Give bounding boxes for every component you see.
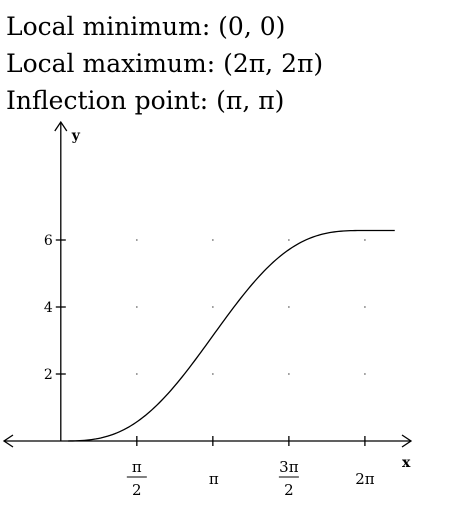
y-tick-label: 2 <box>44 367 53 383</box>
x-axis-right-arrow <box>401 434 413 448</box>
x-tick-label-denominator: 2 <box>284 481 294 499</box>
y-tick-label: 4 <box>44 300 53 316</box>
x-tick-label-denominator: 2 <box>132 481 142 499</box>
grid-dot <box>211 306 214 308</box>
local-maximum-text: Local maximum: (2π, 2π) <box>6 49 324 78</box>
grid-dot <box>287 239 290 241</box>
grid-dot <box>135 239 138 241</box>
x-tick-label-numerator: π <box>132 458 142 476</box>
inflection-point-text: Inflection point: (π, π) <box>6 86 285 115</box>
grid-dot <box>287 373 290 375</box>
x-tick-label: π <box>209 470 219 488</box>
y-tick-label: 6 <box>44 233 53 249</box>
grid-dot <box>287 306 290 308</box>
axes <box>2 120 413 448</box>
grid-dot <box>211 239 214 241</box>
x-tick-label-numerator: 3π <box>279 458 299 476</box>
grid-dot <box>135 373 138 375</box>
y-axis-label: y <box>71 128 81 144</box>
x-tick-label: 2π <box>355 470 375 488</box>
grid-dots <box>135 239 366 375</box>
grid-dot <box>135 306 138 308</box>
grid-dot <box>364 239 366 241</box>
answer-text: Local minimum: (0, 0) Local maximum: (2π… <box>6 8 323 119</box>
grid-dot <box>364 373 366 375</box>
grid-dot <box>364 306 366 308</box>
grid-dot <box>211 373 214 375</box>
x-axis-label: x <box>402 455 411 471</box>
tick-marks <box>55 239 366 446</box>
y-axis-arrow <box>54 120 68 132</box>
function-curve <box>68 229 395 442</box>
x-axis-left-arrow <box>2 434 14 448</box>
local-minimum-text: Local minimum: (0, 0) <box>6 12 286 41</box>
